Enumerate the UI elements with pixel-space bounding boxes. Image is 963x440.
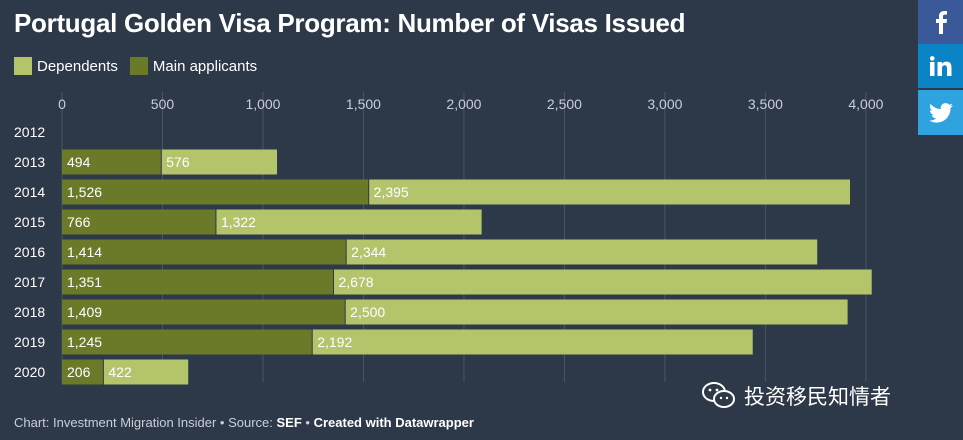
facebook-share-button[interactable] bbox=[918, 0, 963, 44]
bar-main-applicants bbox=[62, 299, 346, 325]
data-label-dependents: 2,678 bbox=[339, 274, 374, 290]
legend-swatch-dependents bbox=[14, 57, 32, 75]
data-label-dependents: 2,192 bbox=[317, 334, 352, 350]
legend-label-dependents: Dependents bbox=[37, 57, 118, 75]
legend-item-main-applicants: Main applicants bbox=[129, 57, 258, 75]
watermark-text: 投资移民知情者 bbox=[744, 386, 891, 409]
bar-dependents bbox=[161, 149, 278, 175]
data-label-main-applicants: 1,414 bbox=[67, 244, 102, 260]
x-tick-label: 500 bbox=[151, 96, 175, 112]
data-label-main-applicants: 1,351 bbox=[67, 274, 102, 290]
y-category-label: 2018 bbox=[14, 304, 45, 320]
x-tick-label: 2,000 bbox=[446, 96, 481, 112]
footer-prefix: Chart: Investment Migration Insider • So… bbox=[14, 415, 277, 430]
bar-main-applicants bbox=[62, 149, 162, 175]
twitter-share-button[interactable] bbox=[918, 90, 963, 135]
x-tick-label: 3,500 bbox=[748, 96, 783, 112]
y-category-label: 2013 bbox=[14, 154, 45, 170]
x-tick-label: 4,000 bbox=[848, 96, 883, 112]
legend-swatch-main-applicants bbox=[129, 57, 148, 75]
bar-main-applicants bbox=[62, 239, 347, 265]
bar-chart: 0 500 1,000 1,500 2,000 2,500 3,000 3,500 4,000 2… bbox=[14, 92, 884, 385]
bar-main-applicants bbox=[62, 209, 216, 235]
bar-dependents bbox=[368, 179, 851, 205]
y-category-label: 2020 bbox=[14, 364, 45, 380]
bar-main-applicants bbox=[62, 269, 334, 295]
wechat-icon bbox=[702, 382, 735, 408]
bar-main-applicants bbox=[62, 359, 104, 385]
data-label-main-applicants: 1,526 bbox=[67, 184, 102, 200]
chart-footer: Chart: Investment Migration Insider • So… bbox=[14, 415, 474, 430]
linkedin-share-button[interactable] bbox=[918, 44, 963, 88]
y-category-label: 2014 bbox=[14, 184, 45, 200]
legend-item-dependents: Dependents bbox=[14, 57, 118, 75]
watermark: 投资移民知情者 bbox=[702, 381, 891, 411]
y-category-label: 2019 bbox=[14, 334, 45, 350]
y-category-label: 2015 bbox=[14, 214, 45, 230]
bar-main-applicants bbox=[62, 329, 313, 355]
legend-label-main-applicants: Main applicants bbox=[152, 57, 258, 75]
bar-dependents bbox=[215, 209, 482, 235]
x-tick-label: 3,000 bbox=[647, 96, 682, 112]
x-tick-label: 0 bbox=[58, 96, 66, 112]
data-label-dependents: 2,344 bbox=[351, 244, 386, 260]
chart-legend: Dependents Main applicants bbox=[14, 57, 257, 75]
linkedin-icon bbox=[929, 56, 951, 76]
data-label-main-applicants: 206 bbox=[67, 364, 91, 380]
data-label-dependents: 576 bbox=[166, 154, 190, 170]
chart-title: Portugal Golden Visa Program: Number of … bbox=[14, 8, 686, 38]
y-category-label: 2016 bbox=[14, 244, 45, 260]
y-category-label: 2017 bbox=[14, 274, 45, 290]
footer-sep: • bbox=[301, 415, 314, 430]
bar-dependents bbox=[345, 299, 848, 325]
data-label-main-applicants: 1,245 bbox=[67, 334, 102, 350]
bar-main-applicants bbox=[62, 179, 369, 205]
data-label-dependents: 2,395 bbox=[374, 184, 409, 200]
data-label-main-applicants: 766 bbox=[67, 214, 91, 230]
bar-dependents bbox=[346, 239, 818, 265]
y-category-label: 2012 bbox=[14, 124, 45, 140]
x-tick-label: 2,500 bbox=[547, 96, 582, 112]
bar-dependents bbox=[312, 329, 753, 355]
data-label-main-applicants: 494 bbox=[67, 154, 91, 170]
footer-credit: Created with Datawrapper bbox=[313, 415, 474, 430]
x-tick-label: 1,000 bbox=[245, 96, 280, 112]
data-label-dependents: 422 bbox=[108, 364, 132, 380]
footer-source: SEF bbox=[276, 415, 302, 430]
x-tick-label: 1,500 bbox=[346, 96, 381, 112]
data-label-dependents: 1,322 bbox=[221, 214, 256, 230]
data-label-dependents: 2,500 bbox=[350, 304, 385, 320]
bar-dependents bbox=[333, 269, 872, 295]
data-label-main-applicants: 1,409 bbox=[67, 304, 102, 320]
twitter-icon bbox=[928, 102, 953, 123]
bar-dependents bbox=[103, 359, 189, 385]
facebook-icon bbox=[935, 11, 947, 34]
